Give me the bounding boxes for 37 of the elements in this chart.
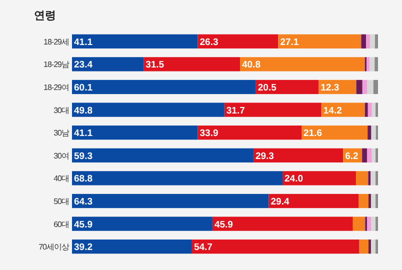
- y-tick-label: 18-29여: [44, 83, 69, 92]
- y-tick-label: 18-29남: [44, 60, 70, 70]
- data-label: 45.9: [214, 219, 233, 230]
- data-label: 31.7: [226, 105, 245, 116]
- data-label: 49.8: [74, 105, 92, 116]
- data-label: 45.9: [74, 219, 92, 230]
- y-tick-label: 70세이상: [38, 242, 70, 252]
- chart-title: 연령: [34, 10, 56, 22]
- data-label: 41.1: [74, 36, 94, 48]
- data-label: 23.4: [74, 60, 94, 71]
- data-label: 29.4: [270, 196, 290, 208]
- data-label: 26.3: [200, 36, 218, 48]
- data-label: 33.9: [200, 128, 218, 140]
- data-label: 60.1: [74, 82, 94, 94]
- data-label: 59.3: [74, 150, 92, 162]
- data-label: 41.1: [74, 128, 94, 140]
- y-tick-label: 30여: [54, 151, 69, 160]
- y-tick-label: 40대: [54, 174, 69, 184]
- data-label: 31.5: [146, 60, 165, 71]
- y-tick-label: 50대: [54, 197, 69, 206]
- data-label: 14.2: [323, 105, 342, 116]
- y-tick-label: 60대: [54, 220, 69, 229]
- data-label: 29.3: [255, 150, 274, 162]
- data-label: 40.8: [242, 60, 260, 71]
- data-label: 20.5: [258, 82, 278, 94]
- data-label: 64.3: [74, 196, 92, 208]
- y-tick-label: 18-29세: [44, 37, 69, 46]
- y-tick-label: 30남: [54, 128, 70, 138]
- data-label: 6.2: [345, 150, 358, 162]
- data-label: 24.0: [284, 174, 304, 185]
- y-tick-label: 30대: [54, 106, 69, 115]
- data-label: 68.8: [74, 174, 92, 185]
- data-label: 39.2: [74, 242, 92, 254]
- data-label: 21.6: [304, 128, 322, 140]
- data-label: 12.3: [320, 82, 340, 94]
- data-label: 27.1: [280, 36, 300, 48]
- data-label: 54.7: [194, 242, 212, 254]
